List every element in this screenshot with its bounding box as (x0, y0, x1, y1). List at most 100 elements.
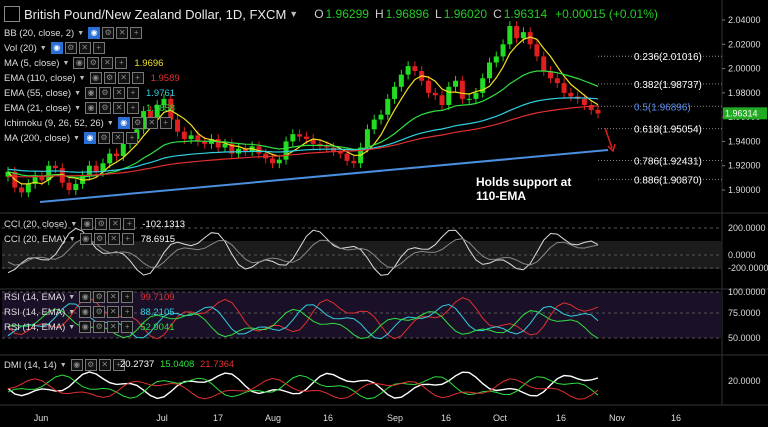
chevron-down-icon[interactable]: ▼ (68, 235, 76, 243)
settings-icon[interactable]: ⚙ (64, 42, 77, 54)
close-icon[interactable]: ✕ (107, 321, 120, 333)
settings-icon[interactable]: ⚙ (131, 117, 144, 129)
settings-icon[interactable]: ⚙ (93, 291, 106, 303)
indicator-label[interactable]: RSI (14, EMA) (4, 321, 66, 333)
chevron-down-icon[interactable]: ▼ (68, 308, 76, 316)
close-icon[interactable]: ✕ (98, 359, 111, 371)
eye-icon[interactable]: ◉ (83, 132, 96, 144)
symbol-title[interactable]: British Pound/New Zealand Dollar, 1D, FX… (24, 6, 287, 22)
more-icon[interactable]: + (127, 102, 139, 114)
more-icon[interactable]: + (115, 57, 128, 69)
eye-icon[interactable]: ◉ (85, 102, 97, 114)
chevron-down-icon[interactable]: ▼ (70, 220, 78, 228)
eye-icon[interactable]: ◉ (79, 321, 92, 333)
main-indicator-1[interactable]: Vol (20) ▼ ◉ ⚙ ✕ + (4, 41, 107, 55)
more-icon[interactable]: + (121, 233, 134, 245)
chevron-down-icon[interactable]: ▼ (289, 9, 299, 19)
chevron-down-icon[interactable]: ▼ (68, 293, 76, 301)
close-icon[interactable]: ✕ (78, 42, 91, 54)
eye-icon[interactable]: ◉ (88, 27, 101, 39)
chevron-down-icon[interactable]: ▼ (73, 134, 80, 142)
more-icon[interactable]: + (125, 132, 138, 144)
settings-icon[interactable]: ⚙ (95, 218, 108, 230)
main-indicator-4[interactable]: EMA (55, close) ▼ ◉ ⚙ ✕ +1.9761 (4, 86, 175, 100)
close-icon[interactable]: ✕ (107, 233, 120, 245)
more-icon[interactable]: + (131, 72, 144, 84)
indicator-label[interactable]: EMA (21, close) (4, 102, 72, 114)
eye-icon[interactable]: ◉ (85, 87, 97, 99)
eye-icon[interactable]: ◉ (79, 233, 92, 245)
indicator-label[interactable]: MA (200, close) (4, 132, 70, 144)
more-icon[interactable]: + (159, 117, 172, 129)
eye-icon[interactable]: ◉ (117, 117, 130, 129)
main-indicator-7[interactable]: MA (200, close) ▼ ◉ ⚙ ✕ + (4, 131, 140, 145)
chevron-down-icon[interactable]: ▼ (59, 361, 67, 369)
chevron-down-icon[interactable]: ▼ (106, 119, 114, 127)
indicator-label[interactable]: DMI (14, 14) (4, 359, 57, 371)
indicator-label[interactable]: Ichimoku (9, 26, 52, 26) (4, 117, 104, 129)
eye-icon[interactable]: ◉ (79, 306, 92, 318)
eye-icon[interactable]: ◉ (89, 72, 102, 84)
cci-indicator-1[interactable]: CCI (20, EMA) ▼ ◉ ⚙ ✕ +78.6915 (4, 232, 175, 246)
settings-icon[interactable]: ⚙ (93, 306, 106, 318)
settings-icon[interactable]: ⚙ (93, 321, 106, 333)
settings-icon[interactable]: ⚙ (84, 359, 97, 371)
indicator-label[interactable]: RSI (14, EMA) (4, 306, 66, 318)
indicator-label[interactable]: CCI (20, close) (4, 218, 68, 230)
indicator-label[interactable]: CCI (20, EMA) (4, 233, 66, 245)
more-icon[interactable]: + (121, 321, 134, 333)
chevron-down-icon[interactable]: ▼ (68, 323, 76, 331)
cci-indicator-0[interactable]: CCI (20, close) ▼ ◉ ⚙ ✕ + -102.1313 (4, 217, 185, 231)
chevron-down-icon[interactable]: ▼ (77, 29, 85, 37)
eye-icon[interactable]: ◉ (79, 291, 92, 303)
close-icon[interactable]: ✕ (113, 87, 125, 99)
close-icon[interactable]: ✕ (145, 117, 158, 129)
chevron-down-icon[interactable]: ▼ (39, 44, 47, 52)
indicator-label[interactable]: RSI (14, EMA) (4, 291, 66, 303)
indicator-label[interactable]: EMA (55, close) (4, 87, 72, 99)
settings-icon[interactable]: ⚙ (97, 132, 110, 144)
chevron-down-icon[interactable]: ▼ (78, 74, 86, 82)
main-indicator-0[interactable]: BB (20, close, 2) ▼ ◉ ⚙ ✕ + (4, 26, 144, 40)
settings-icon[interactable]: ⚙ (99, 87, 111, 99)
close-icon[interactable]: ✕ (117, 72, 130, 84)
more-icon[interactable]: + (121, 306, 134, 318)
settings-icon[interactable]: ⚙ (102, 27, 115, 39)
eye-icon[interactable]: ◉ (50, 42, 63, 54)
more-icon[interactable]: + (123, 218, 136, 230)
more-icon[interactable]: + (121, 291, 134, 303)
main-indicator-3[interactable]: EMA (110, close) ▼ ◉ ⚙ ✕ +1.9589 (4, 71, 180, 85)
indicator-label[interactable]: EMA (110, close) (4, 72, 76, 84)
close-icon[interactable]: ✕ (109, 218, 122, 230)
dmi-indicator-0[interactable]: DMI (14, 14) ▼ ◉ ⚙ ✕ + (4, 358, 127, 372)
chevron-down-icon[interactable]: ▼ (74, 89, 81, 97)
settings-icon[interactable]: ⚙ (87, 57, 100, 69)
more-icon[interactable]: + (112, 359, 125, 371)
main-indicator-2[interactable]: MA (5, close) ▼ ◉ ⚙ ✕ +1.9696 (4, 56, 163, 70)
indicator-label[interactable]: MA (5, close) (4, 57, 60, 69)
rsi-indicator-2[interactable]: RSI (14, EMA) ▼ ◉ ⚙ ✕ +52.9041 (4, 320, 175, 334)
chevron-down-icon[interactable]: ▼ (62, 59, 70, 67)
close-icon[interactable]: ✕ (111, 132, 124, 144)
main-indicator-5[interactable]: EMA (21, close) ▼ ◉ ⚙ ✕ +1.9858 (4, 101, 175, 115)
close-icon[interactable]: ✕ (107, 306, 120, 318)
indicator-label[interactable]: BB (20, close, 2) (4, 27, 75, 39)
close-icon[interactable]: ✕ (116, 27, 129, 39)
settings-icon[interactable]: ⚙ (103, 72, 116, 84)
settings-icon[interactable]: ⚙ (99, 102, 111, 114)
eye-icon[interactable]: ◉ (73, 57, 86, 69)
rsi-indicator-1[interactable]: RSI (14, EMA) ▼ ◉ ⚙ ✕ +88.2105 (4, 305, 175, 319)
more-icon[interactable]: + (130, 27, 143, 39)
indicator-label[interactable]: Vol (20) (4, 42, 37, 54)
eye-icon[interactable]: ◉ (70, 359, 83, 371)
eye-icon[interactable]: ◉ (81, 218, 94, 230)
close-icon[interactable]: ✕ (101, 57, 114, 69)
close-icon[interactable]: ✕ (113, 102, 125, 114)
more-icon[interactable]: + (92, 42, 105, 54)
settings-icon[interactable]: ⚙ (93, 233, 106, 245)
chevron-down-icon[interactable]: ▼ (74, 104, 81, 112)
rsi-indicator-0[interactable]: RSI (14, EMA) ▼ ◉ ⚙ ✕ +99.7109 (4, 290, 175, 304)
close-icon[interactable]: ✕ (107, 291, 120, 303)
collapse-icon[interactable] (4, 6, 20, 22)
